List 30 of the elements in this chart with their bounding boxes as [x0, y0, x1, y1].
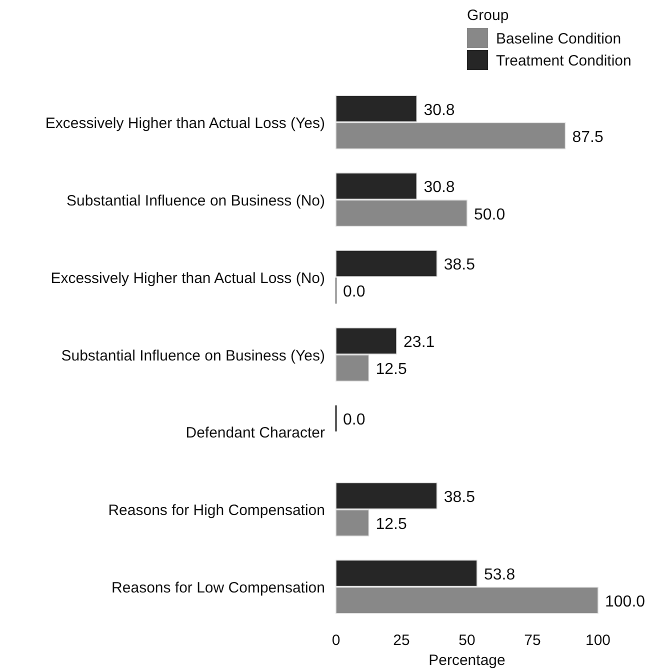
y-tick-label: Reasons for Low Compensation [112, 580, 325, 597]
legend-title: Group [467, 7, 509, 24]
bar [336, 250, 438, 277]
data-label: 30.8 [424, 179, 455, 196]
data-label: 100.0 [605, 593, 646, 610]
data-label: 38.5 [444, 488, 476, 506]
data-label: 53.8 [484, 566, 516, 584]
y-tick-label: Excessively Higher than Actual Loss (No) [50, 270, 325, 287]
data-label: 30.8 [424, 102, 455, 119]
y-tick-label: Substantial Influence on Business (No) [66, 192, 325, 210]
data-label: 12.5 [376, 516, 407, 534]
y-tick-label: Reasons for High Compensation [108, 502, 325, 520]
data-label: 50.0 [474, 206, 506, 224]
x-axis-title: Percentage [428, 652, 506, 669]
legend-label: Treatment Condition [496, 52, 632, 70]
data-label: 87.5 [572, 128, 604, 146]
data-label: 23.1 [404, 334, 435, 352]
y-tick-label: Defendant Character [186, 424, 326, 442]
data-label: 0.0 [343, 284, 366, 301]
data-label: 0.0 [343, 411, 366, 428]
x-tick-label: 75 [524, 632, 541, 649]
legend-label: Baseline Condition [496, 30, 622, 48]
x-tick-label: 50 [458, 632, 476, 649]
x-tick-label: 25 [393, 632, 410, 649]
x-tick-label: 100 [585, 632, 611, 649]
x-tick-label: 0 [332, 632, 340, 649]
y-tick-label: Excessively Higher than Actual Loss (Yes) [45, 114, 325, 132]
data-label: 38.5 [444, 256, 476, 274]
y-tick-label: Substantial Influence on Business (Yes) [61, 347, 325, 364]
data-label: 12.5 [376, 361, 407, 378]
